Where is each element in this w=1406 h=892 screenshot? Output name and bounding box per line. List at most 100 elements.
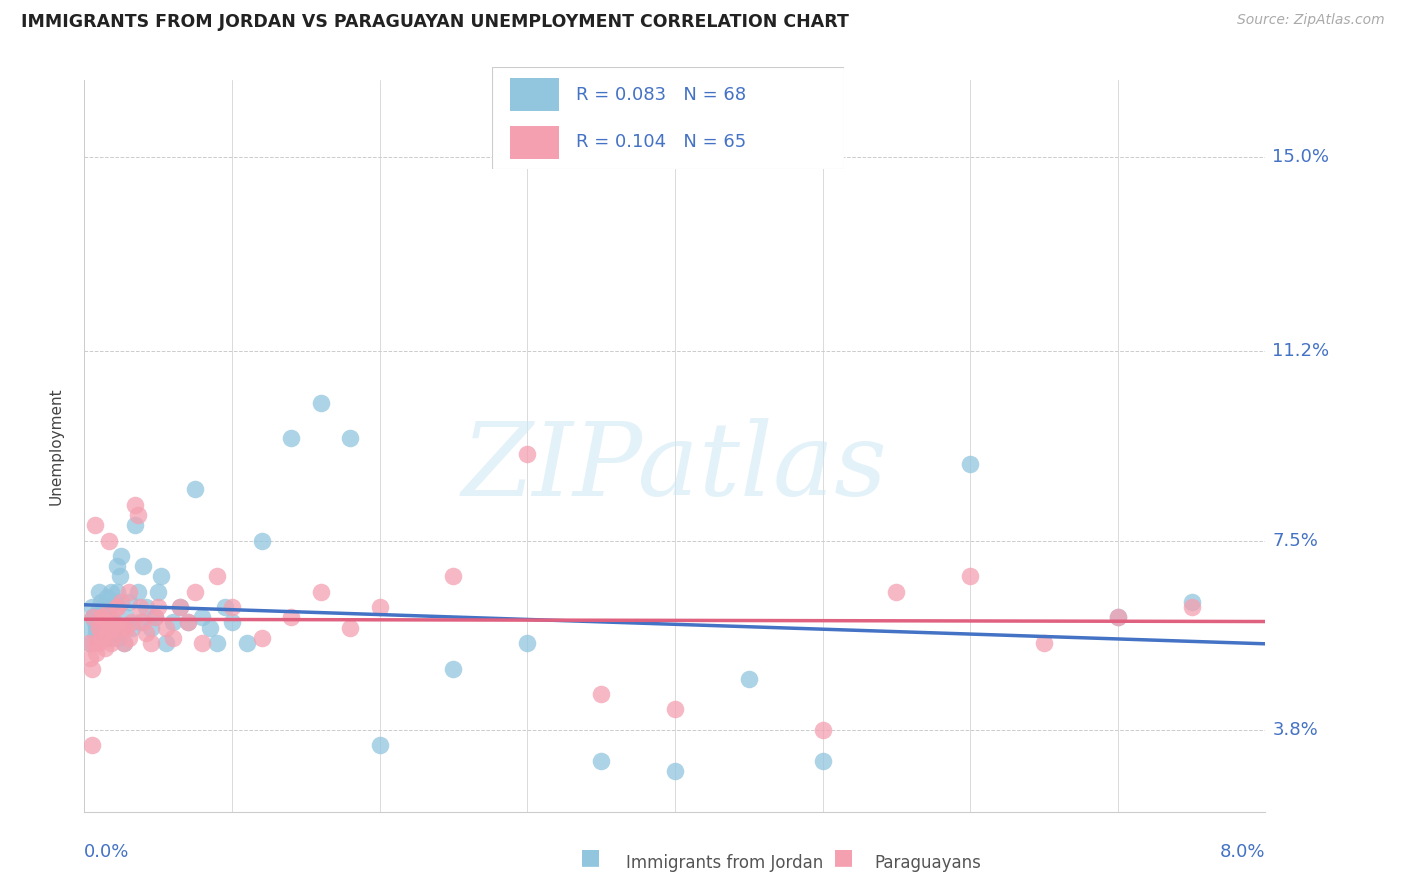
Point <box>83 636 105 650</box>
Point <box>339 431 361 445</box>
Point <box>111 621 134 635</box>
Point <box>83 615 105 630</box>
Point <box>80 600 103 615</box>
Point <box>309 584 332 599</box>
Point <box>177 615 200 630</box>
Bar <box>509 127 560 159</box>
Point <box>169 600 191 615</box>
Text: R = 0.104   N = 65: R = 0.104 N = 65 <box>576 133 747 151</box>
Point <box>135 600 157 615</box>
Point <box>129 600 152 615</box>
Point <box>101 631 124 645</box>
Point <box>959 457 981 471</box>
Point <box>368 738 391 752</box>
Point <box>105 559 128 574</box>
Point <box>110 595 132 609</box>
Point <box>280 431 302 445</box>
Point <box>93 615 115 630</box>
Point <box>98 533 121 548</box>
Point <box>516 636 538 650</box>
Text: 3.8%: 3.8% <box>1272 721 1319 739</box>
Point <box>82 610 104 624</box>
Point <box>96 615 118 630</box>
Point <box>93 600 115 615</box>
Point <box>132 559 155 574</box>
Point <box>100 636 122 650</box>
Point <box>84 621 107 635</box>
Point <box>110 549 132 563</box>
Point <box>309 395 332 409</box>
Text: 7.5%: 7.5% <box>1272 532 1319 549</box>
Point <box>143 610 166 624</box>
Point <box>516 447 538 461</box>
Point <box>368 600 391 615</box>
Text: ■: ■ <box>834 847 853 867</box>
Point <box>96 631 118 645</box>
Point <box>107 621 129 635</box>
Point <box>1107 610 1129 624</box>
Text: 8.0%: 8.0% <box>1220 843 1265 861</box>
Point <box>959 569 981 583</box>
Point <box>91 615 114 630</box>
Text: R = 0.083   N = 68: R = 0.083 N = 68 <box>576 86 747 103</box>
Point <box>84 625 107 640</box>
Point <box>139 636 162 650</box>
Text: Immigrants from Jordan: Immigrants from Jordan <box>626 855 823 872</box>
Point <box>103 615 125 630</box>
Point <box>94 641 117 656</box>
Point <box>150 569 173 583</box>
Point <box>184 483 207 497</box>
Point <box>98 605 121 619</box>
Point <box>205 636 228 650</box>
Point <box>91 610 114 624</box>
Point <box>591 754 613 768</box>
Point <box>738 672 761 686</box>
Point <box>121 621 143 635</box>
Point <box>90 610 112 624</box>
Point <box>127 584 149 599</box>
Point <box>83 518 105 533</box>
FancyBboxPatch shape <box>492 67 844 169</box>
Point <box>82 610 104 624</box>
Point <box>107 631 129 645</box>
Point <box>82 610 104 624</box>
Point <box>664 702 686 716</box>
Point <box>177 615 200 630</box>
Point <box>100 584 122 599</box>
Point <box>79 636 101 650</box>
Point <box>250 631 273 645</box>
Point <box>90 595 112 609</box>
Point <box>250 533 273 548</box>
Point <box>105 600 128 615</box>
Point <box>97 605 120 619</box>
Point <box>112 636 135 650</box>
Point <box>94 610 117 624</box>
Point <box>221 615 243 630</box>
Point <box>86 636 108 650</box>
Point <box>121 615 143 630</box>
Point <box>91 631 114 645</box>
Text: Source: ZipAtlas.com: Source: ZipAtlas.com <box>1237 13 1385 28</box>
Point <box>139 621 162 635</box>
Point <box>80 661 103 675</box>
Point <box>96 590 118 604</box>
Point <box>811 723 834 737</box>
Point <box>441 569 464 583</box>
Text: ■: ■ <box>581 847 600 867</box>
Point <box>205 569 228 583</box>
Point <box>112 636 135 650</box>
Point <box>100 621 122 635</box>
Point <box>155 621 177 635</box>
Point <box>235 636 259 650</box>
Point <box>1180 595 1202 609</box>
Text: 11.2%: 11.2% <box>1272 343 1330 360</box>
Point <box>118 595 141 609</box>
Point <box>105 600 128 615</box>
Point <box>441 661 464 675</box>
Point <box>124 518 146 533</box>
Point <box>1107 610 1129 624</box>
Bar <box>509 78 560 111</box>
Point <box>77 621 100 635</box>
Point <box>184 584 207 599</box>
Point <box>169 600 191 615</box>
